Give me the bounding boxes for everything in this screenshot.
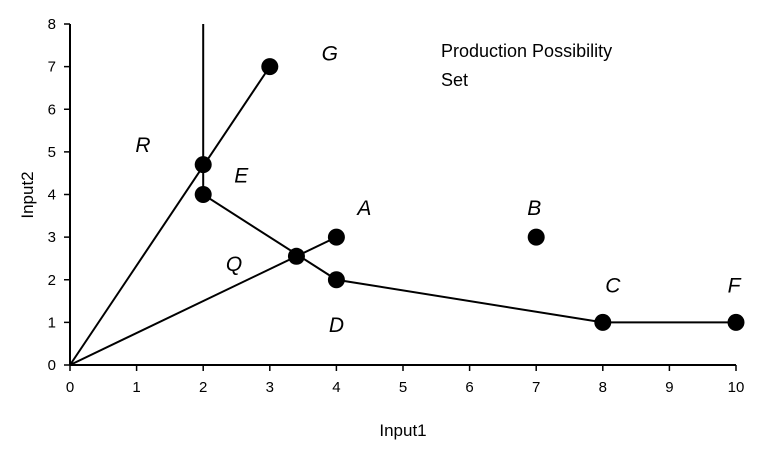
x-axis-title: Input1 bbox=[379, 421, 426, 440]
point-G bbox=[261, 58, 279, 76]
region-label-Q: Q bbox=[226, 253, 242, 276]
point-label-E: E bbox=[234, 165, 249, 188]
point-B bbox=[527, 228, 545, 246]
point-label-B: B bbox=[527, 197, 541, 220]
point-label-G: G bbox=[322, 43, 338, 66]
axes-layer: 0 1 2 3 4 5 6 7 8 9 10 0 1 2 3 4 5 6 7 8 bbox=[48, 16, 745, 396]
point-label-D: D bbox=[329, 314, 344, 337]
y-tick-label-7: 7 bbox=[48, 59, 56, 76]
x-tick-label-2: 2 bbox=[199, 379, 207, 396]
point-unlabeled-0 bbox=[194, 156, 212, 174]
point-F bbox=[727, 313, 745, 331]
point-label-A: A bbox=[355, 197, 371, 220]
y-tick-label-6: 6 bbox=[48, 101, 56, 118]
y-tick-label-1: 1 bbox=[48, 314, 56, 331]
x-tick-label-1: 1 bbox=[132, 379, 140, 396]
x-tick-label-10: 10 bbox=[728, 379, 745, 396]
point-A bbox=[327, 228, 345, 246]
point-D bbox=[327, 271, 345, 289]
line-ray-to-G bbox=[69, 66, 271, 366]
x-tick-label-6: 6 bbox=[465, 379, 473, 396]
point-unlabeled-1 bbox=[287, 247, 305, 265]
y-tick-label-4: 4 bbox=[48, 187, 56, 204]
y-tick-label-0: 0 bbox=[48, 357, 56, 374]
x-tick-label-9: 9 bbox=[665, 379, 673, 396]
point-C bbox=[594, 313, 612, 331]
point-label-F: F bbox=[728, 274, 742, 297]
point-label-C: C bbox=[605, 274, 621, 297]
x-tick-label-8: 8 bbox=[599, 379, 607, 396]
point-E bbox=[194, 186, 212, 203]
y-tick-label-3: 3 bbox=[48, 229, 56, 246]
region-label-R: R bbox=[135, 134, 150, 157]
line-efficient-frontier bbox=[202, 24, 736, 324]
y-axis-title: Input2 bbox=[18, 171, 37, 218]
x-tick-label-7: 7 bbox=[532, 379, 540, 396]
chart-title-line-1: Production Possibility bbox=[441, 41, 612, 61]
labels-layer: A B C D E F G R Q bbox=[135, 43, 741, 337]
x-tick-label-4: 4 bbox=[332, 379, 340, 396]
x-tick-label-0: 0 bbox=[66, 379, 74, 396]
chart-title-line-2: Set bbox=[441, 70, 468, 90]
lines-layer bbox=[69, 24, 736, 366]
x-tick-label-3: 3 bbox=[266, 379, 274, 396]
y-tick-label-2: 2 bbox=[48, 272, 56, 289]
points-layer bbox=[194, 58, 745, 331]
y-tick-label-8: 8 bbox=[48, 16, 56, 33]
x-tick-label-5: 5 bbox=[399, 379, 407, 396]
y-tick-label-5: 5 bbox=[48, 144, 56, 161]
